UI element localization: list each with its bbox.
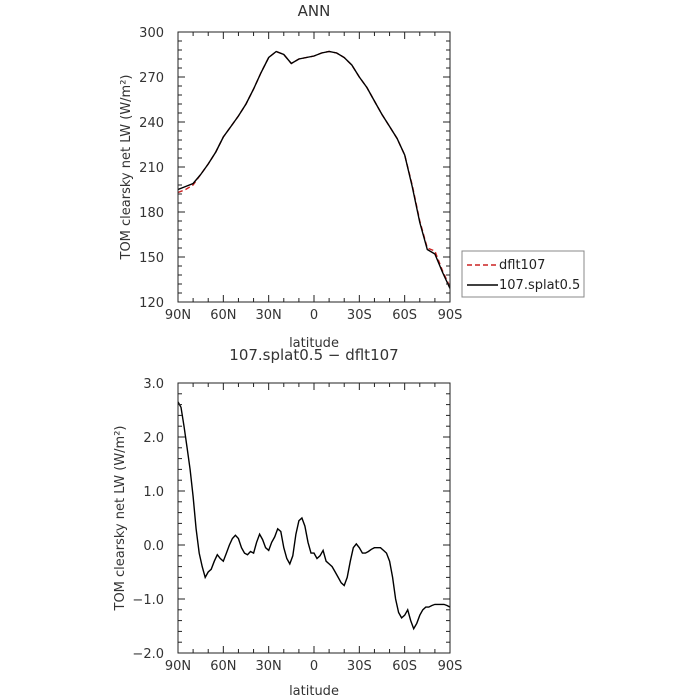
x-axis-label: latitude [289, 684, 339, 699]
x-tick-label: 90S [438, 308, 463, 323]
x-tick-label: 0 [310, 308, 318, 323]
x-tick-label: 90N [165, 659, 191, 674]
legend-box [461, 250, 585, 298]
y-tick-label: 240 [139, 116, 164, 131]
x-tick-label: 0 [310, 659, 318, 674]
series-line-difference [178, 401, 450, 631]
x-tick-label: 90N [165, 308, 191, 323]
x-tick-label: 30S [347, 308, 372, 323]
y-tick-label: 3.0 [143, 377, 164, 392]
y-tick-label: 1.0 [143, 485, 164, 500]
chart-title: 107.splat0.5 − dflt107 [229, 346, 398, 364]
y-tick-label: 210 [139, 161, 164, 176]
plot-frame [177, 382, 451, 654]
x-tick-label: 30S [347, 659, 372, 674]
y-axis-label: TOM clearsky net LW (W/m²) [119, 74, 134, 260]
y-tick-label: 120 [139, 296, 164, 311]
y-tick-label: 300 [139, 26, 164, 41]
legend-label-splat: 107.splat0.5 [499, 278, 580, 293]
plot-frame [177, 31, 451, 303]
series-line-dflt107 [178, 50, 450, 288]
chart-annual-lw: ANN 90N 60N 30N 0 30S 60S 90S 120 150 180 210 240 27… [119, 2, 585, 351]
legend-label-dflt107: dflt107 [499, 258, 545, 273]
y-tick-label: 270 [139, 71, 164, 86]
y-tick-label: 0.0 [143, 539, 164, 554]
y-tick-label: 150 [139, 251, 164, 266]
x-tick-label: 60N [210, 308, 236, 323]
x-tick-label: 30N [256, 659, 282, 674]
series-line-107-splat0-5 [178, 50, 450, 289]
y-axis-label: TOM clearsky net LW (W/m²) [113, 425, 128, 611]
x-tick-label: 30N [256, 308, 282, 323]
chart-difference-lw: 107.splat0.5 − dflt107 90N 60N 30N 0 30S 60S 9… [113, 346, 462, 699]
x-axis-label: latitude [289, 336, 339, 351]
x-tick-label: 60N [210, 659, 236, 674]
x-tick-label: 60S [392, 308, 417, 323]
y-tick-label: −2.0 [132, 647, 164, 662]
chart-title: ANN [298, 2, 331, 20]
y-tick-label: 180 [139, 206, 164, 221]
y-tick-label: −1.0 [132, 593, 164, 608]
legend: dflt107 107.splat0.5 [461, 250, 585, 298]
x-tick-label: 90S [438, 659, 463, 674]
x-tick-label: 60S [392, 659, 417, 674]
y-tick-label: 2.0 [143, 431, 164, 446]
